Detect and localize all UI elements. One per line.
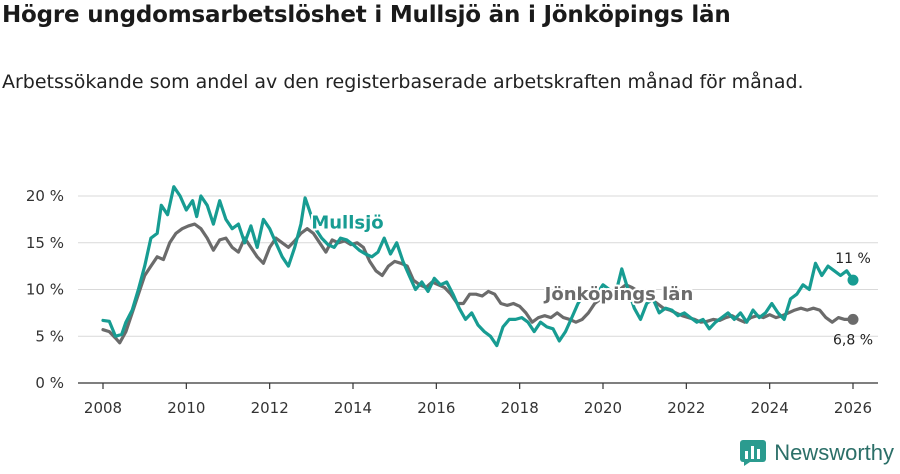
x-tick-label: 2022 <box>667 399 705 417</box>
y-tick-label: 20 % <box>26 187 64 205</box>
series-name-label: Jönköpings län <box>543 284 694 305</box>
series-lines <box>101 185 859 348</box>
x-axis: 2008 2010 2012 2014 2016 2018 2020 2022 2024 2026 <box>78 382 878 417</box>
x-tick-label: 2014 <box>334 399 372 417</box>
x-tick-label: 2012 <box>251 399 289 417</box>
x-tick-label: 2024 <box>751 399 789 417</box>
chart-subtitle: Arbetssökande som andel av den registerb… <box>2 71 804 93</box>
x-tick-label: 2026 <box>834 399 872 417</box>
x-tick-label: 2010 <box>167 399 205 417</box>
end-value-label: 6,8 % <box>833 332 873 348</box>
y-tick-label: 5 % <box>35 327 64 345</box>
y-tick-label: 10 % <box>26 281 64 299</box>
series-line-mullsjo <box>101 185 855 348</box>
brand-logo: Newsworthy <box>740 440 894 466</box>
series-name-label: Mullsjö <box>311 213 383 234</box>
x-tick-label: 2018 <box>501 399 539 417</box>
x-tick-label: 2020 <box>584 399 622 417</box>
x-tick-label: 2008 <box>84 399 122 417</box>
brand-name: Newsworthy <box>774 440 894 465</box>
y-axis-ticks: 0 % 5 % 10 % 15 % 20 % <box>26 187 64 392</box>
series-line-jonkopings-lan <box>101 222 855 345</box>
y-tick-label: 15 % <box>26 234 64 252</box>
end-value-label: 11 % <box>835 251 871 267</box>
chart-title: Högre ungdomsarbetslöshet i Mullsjö än i… <box>2 2 731 28</box>
y-tick-label: 0 % <box>35 374 64 392</box>
end-point-marker <box>847 274 859 286</box>
series-labels: 6,8 % 11 % Mullsjö Jönköpings län <box>309 211 873 349</box>
x-tick-label: 2016 <box>417 399 455 417</box>
end-point-marker <box>847 313 859 325</box>
newsworthy-logo-icon <box>740 440 767 466</box>
